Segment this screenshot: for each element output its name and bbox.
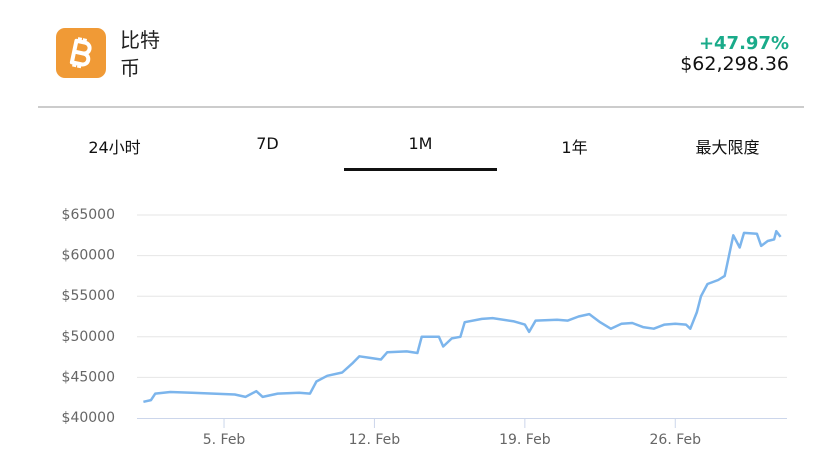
y-tick-label: $50000 (62, 329, 115, 345)
price: $62,298.36 (680, 53, 789, 75)
tab[interactable]: 最大限度 (695, 138, 760, 157)
tab[interactable]: 1年 (561, 138, 588, 157)
x-tick-label: 5. Feb (203, 432, 246, 448)
x-tick-label: 12. Feb (349, 432, 401, 448)
x-tick-label: 19. Feb (499, 432, 551, 448)
tab[interactable]: 7D (256, 134, 279, 153)
tab-active[interactable]: 1M (408, 134, 433, 153)
y-tick-label: $55000 (62, 288, 115, 304)
tab-underline (344, 168, 497, 171)
coin-icon (56, 28, 106, 78)
y-tick-label: $65000 (62, 207, 115, 223)
price-change: +47.97% (698, 33, 789, 54)
y-tick-label: $45000 (62, 369, 115, 385)
tab[interactable]: 24小时 (88, 138, 141, 157)
x-tick-label: 26. Feb (650, 432, 702, 448)
coin-name: 比特币 (120, 28, 160, 80)
separator (38, 106, 804, 108)
price-line (143, 229, 782, 404)
y-tick-label: $40000 (62, 410, 115, 426)
y-tick-label: $60000 (62, 248, 115, 264)
